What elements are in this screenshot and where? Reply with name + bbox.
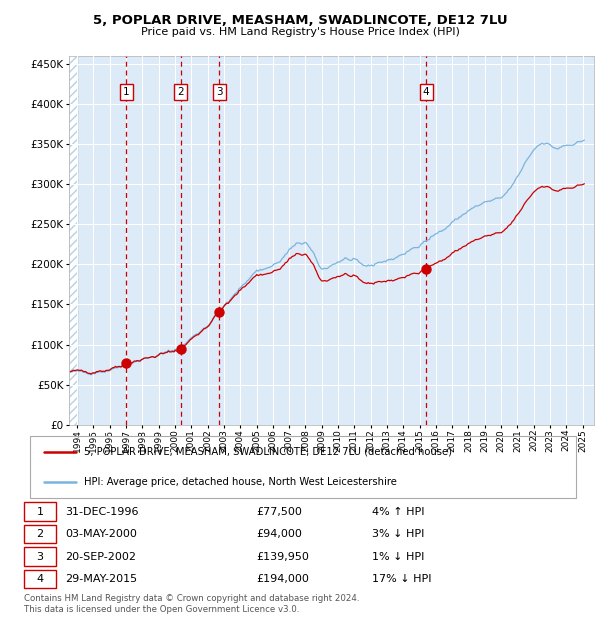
Text: 17% ↓ HPI: 17% ↓ HPI xyxy=(372,574,431,584)
FancyBboxPatch shape xyxy=(24,570,56,588)
Text: 31-DEC-1996: 31-DEC-1996 xyxy=(65,507,139,516)
Text: 3% ↓ HPI: 3% ↓ HPI xyxy=(372,529,424,539)
FancyBboxPatch shape xyxy=(24,525,56,544)
FancyBboxPatch shape xyxy=(24,502,56,521)
Text: HPI: Average price, detached house, North West Leicestershire: HPI: Average price, detached house, Nort… xyxy=(83,477,397,487)
Text: 5, POPLAR DRIVE, MEASHAM, SWADLINCOTE, DE12 7LU: 5, POPLAR DRIVE, MEASHAM, SWADLINCOTE, D… xyxy=(92,14,508,27)
Text: £194,000: £194,000 xyxy=(256,574,309,584)
Text: 1% ↓ HPI: 1% ↓ HPI xyxy=(372,552,424,562)
Text: 03-MAY-2000: 03-MAY-2000 xyxy=(65,529,137,539)
Text: 4: 4 xyxy=(37,574,44,584)
Text: 5, POPLAR DRIVE, MEASHAM, SWADLINCOTE, DE12 7LU (detached house): 5, POPLAR DRIVE, MEASHAM, SWADLINCOTE, D… xyxy=(83,447,452,457)
Text: £77,500: £77,500 xyxy=(256,507,302,516)
Text: 29-MAY-2015: 29-MAY-2015 xyxy=(65,574,137,584)
Text: £94,000: £94,000 xyxy=(256,529,302,539)
Text: 1: 1 xyxy=(123,87,130,97)
Text: Contains HM Land Registry data © Crown copyright and database right 2024.: Contains HM Land Registry data © Crown c… xyxy=(24,594,359,603)
Text: 4% ↑ HPI: 4% ↑ HPI xyxy=(372,507,424,516)
Text: 20-SEP-2002: 20-SEP-2002 xyxy=(65,552,136,562)
Text: 2: 2 xyxy=(178,87,184,97)
Text: This data is licensed under the Open Government Licence v3.0.: This data is licensed under the Open Gov… xyxy=(24,605,299,614)
Text: £139,950: £139,950 xyxy=(256,552,309,562)
Text: 3: 3 xyxy=(37,552,44,562)
Text: 3: 3 xyxy=(216,87,223,97)
Text: 2: 2 xyxy=(37,529,44,539)
Text: 1: 1 xyxy=(37,507,44,516)
FancyBboxPatch shape xyxy=(24,547,56,566)
Text: 4: 4 xyxy=(423,87,430,97)
Text: Price paid vs. HM Land Registry's House Price Index (HPI): Price paid vs. HM Land Registry's House … xyxy=(140,27,460,37)
